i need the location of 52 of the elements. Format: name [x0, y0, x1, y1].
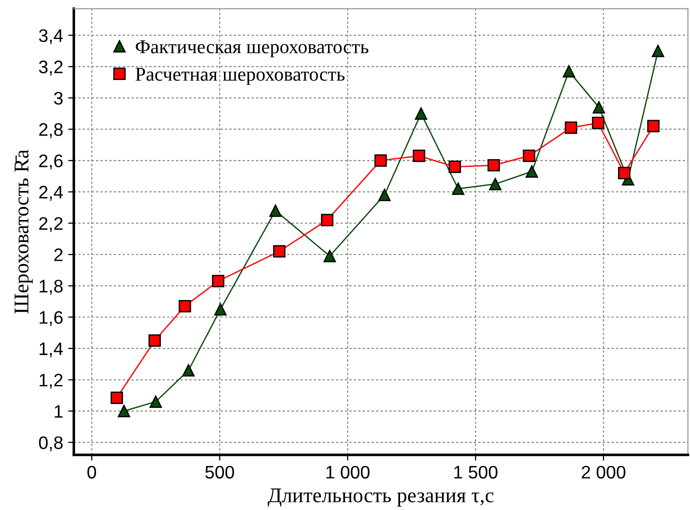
- point: [618, 166, 630, 180]
- point: [214, 303, 227, 316]
- y-tick-label: 3,2: [39, 60, 63, 76]
- y-tick-label: 1,4: [40, 342, 63, 358]
- x-tick-label: 2 000: [582, 466, 626, 479]
- point: [592, 116, 604, 130]
- y-tick-label: 3,4: [39, 29, 63, 44]
- point: [178, 300, 192, 312]
- point: [592, 101, 606, 114]
- point: [652, 44, 664, 58]
- point: [374, 154, 387, 167]
- x-tick-label: 1 500: [454, 466, 498, 479]
- point: [324, 250, 336, 262]
- point: [647, 120, 660, 132]
- y-tick-label: 1,6: [40, 311, 63, 326]
- point: [269, 204, 282, 217]
- y-axis-title: Шероховатость R̄a: [14, 150, 33, 314]
- y-tick-label: 1,8: [40, 280, 63, 295]
- y-tick-label: 2,2: [39, 217, 63, 232]
- legend-label: Расчетная шероховатость: [136, 68, 345, 85]
- point: [320, 214, 334, 226]
- x-tick-label: 1 000: [326, 466, 370, 479]
- y-tick-label: 2,4: [39, 186, 63, 201]
- point: [488, 159, 500, 172]
- point: [564, 121, 578, 134]
- point: [118, 404, 130, 418]
- x-axis-title: Длительность резания τ,с: [268, 488, 494, 507]
- y-tick-label: 2,6: [39, 154, 63, 170]
- y-tick-label: 0,8: [39, 436, 63, 452]
- point: [489, 178, 502, 190]
- point: [414, 107, 428, 120]
- y-tick-label: 2: [54, 248, 63, 262]
- point: [526, 165, 538, 178]
- point: [522, 150, 536, 162]
- x-tick-label: 0: [87, 466, 96, 479]
- y-tick-label: 3: [54, 92, 63, 105]
- y-tick-label: 1: [54, 405, 63, 418]
- point: [562, 65, 576, 78]
- legend-label: Фактическая шероховатость: [136, 40, 368, 58]
- point: [212, 274, 224, 288]
- point: [412, 150, 426, 162]
- y-tick-label: 2,8: [39, 123, 63, 138]
- y-tick-label: 1,2: [40, 374, 63, 389]
- point: [378, 188, 391, 202]
- point: [110, 392, 123, 404]
- point: [182, 364, 195, 377]
- point: [448, 160, 462, 173]
- point: [148, 334, 161, 347]
- point: [150, 396, 162, 408]
- point: [273, 245, 286, 258]
- x-tick-label: 500: [205, 466, 234, 479]
- point: [452, 182, 464, 195]
